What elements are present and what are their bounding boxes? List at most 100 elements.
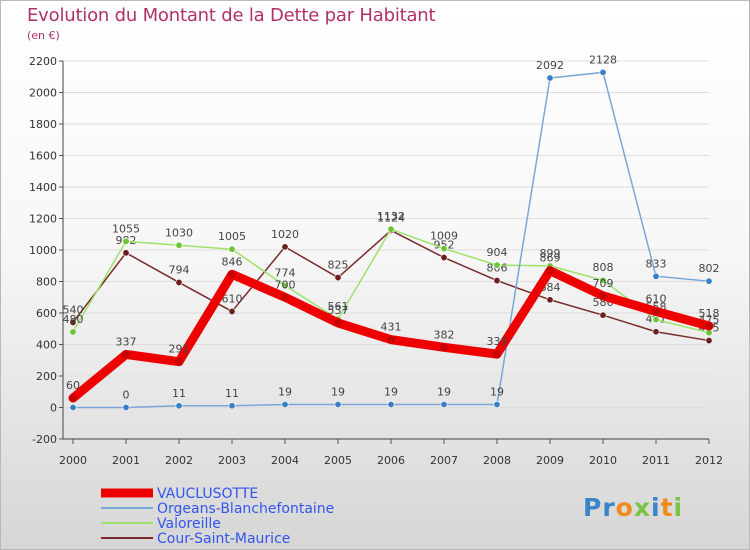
data-label: 610 bbox=[222, 292, 243, 305]
data-point bbox=[175, 278, 183, 286]
x-tick-label: 2012 bbox=[695, 454, 723, 467]
data-label: 540 bbox=[63, 303, 84, 316]
data-point bbox=[175, 357, 183, 366]
data-label: 19 bbox=[437, 386, 451, 399]
data-label: 431 bbox=[381, 321, 402, 334]
data-point bbox=[69, 403, 77, 411]
data-label: 952 bbox=[434, 239, 455, 252]
data-point bbox=[334, 274, 342, 282]
data-label: 1009 bbox=[430, 230, 458, 243]
data-label: 11 bbox=[225, 387, 239, 400]
data-point bbox=[493, 277, 501, 285]
y-tick-label: 600 bbox=[36, 307, 57, 320]
y-tick-label: 2200 bbox=[29, 55, 57, 68]
data-label: 709 bbox=[593, 277, 614, 290]
data-point bbox=[705, 277, 713, 285]
data-point bbox=[493, 261, 501, 269]
data-label: 2092 bbox=[536, 59, 564, 72]
data-point bbox=[705, 337, 713, 345]
data-label: 2128 bbox=[589, 53, 617, 66]
y-tick-label: 800 bbox=[36, 276, 57, 289]
logo-letter: t bbox=[660, 493, 674, 522]
data-point bbox=[281, 401, 289, 409]
data-point bbox=[440, 343, 448, 352]
logo-letter: r bbox=[602, 493, 616, 522]
chart-unit: (en €) bbox=[27, 29, 60, 42]
data-point bbox=[175, 402, 183, 410]
data-label: 0 bbox=[123, 389, 130, 402]
data-point bbox=[599, 68, 607, 76]
data-point bbox=[546, 296, 554, 304]
logo-letter: x bbox=[633, 493, 651, 522]
y-tick-label: 400 bbox=[36, 339, 57, 352]
data-point bbox=[228, 402, 236, 410]
data-label: 19 bbox=[490, 386, 504, 399]
data-label: 774 bbox=[275, 267, 296, 280]
data-point bbox=[334, 401, 342, 409]
data-point bbox=[69, 394, 77, 403]
logo-letter: i bbox=[651, 493, 661, 522]
y-tick-label: 1600 bbox=[29, 150, 57, 163]
data-label: 337 bbox=[116, 335, 137, 348]
data-point bbox=[122, 403, 130, 411]
data-point bbox=[334, 318, 342, 327]
data-label: 1030 bbox=[165, 226, 193, 239]
data-label: 291 bbox=[169, 343, 190, 356]
data-point bbox=[705, 321, 713, 330]
proxiti-logo: Proxiti bbox=[583, 493, 683, 522]
data-point bbox=[175, 241, 183, 249]
x-tick-label: 2001 bbox=[112, 454, 140, 467]
data-point bbox=[228, 245, 236, 253]
x-tick-label: 2009 bbox=[536, 454, 564, 467]
data-label: 700 bbox=[275, 278, 296, 291]
data-point bbox=[122, 237, 130, 245]
series-line bbox=[72, 228, 710, 334]
x-tick-label: 2000 bbox=[59, 454, 87, 467]
data-label: 518 bbox=[699, 307, 720, 320]
y-tick-label: 2000 bbox=[29, 87, 57, 100]
legend-label: Cour-Saint-Maurice bbox=[157, 531, 290, 547]
x-tick-label: 2005 bbox=[324, 454, 352, 467]
data-point bbox=[440, 401, 448, 409]
data-point bbox=[599, 311, 607, 319]
data-label: 19 bbox=[331, 386, 345, 399]
data-point bbox=[599, 276, 607, 284]
x-tick-label: 2006 bbox=[377, 454, 405, 467]
data-label: 904 bbox=[487, 246, 508, 259]
data-point bbox=[652, 307, 660, 316]
logo-letter: i bbox=[673, 493, 684, 522]
data-point bbox=[493, 350, 501, 359]
data-label: 561 bbox=[328, 300, 349, 313]
data-label: 825 bbox=[328, 259, 349, 272]
data-point bbox=[652, 328, 660, 336]
series-line bbox=[68, 266, 714, 403]
data-label: 1020 bbox=[271, 228, 299, 241]
data-point bbox=[652, 272, 660, 280]
y-tick-label: 1400 bbox=[29, 181, 57, 194]
data-label: 846 bbox=[222, 255, 243, 268]
data-label: 382 bbox=[434, 328, 455, 341]
x-tick-label: 2003 bbox=[218, 454, 246, 467]
data-label: 1005 bbox=[218, 230, 246, 243]
data-point bbox=[546, 74, 554, 82]
data-point bbox=[69, 318, 77, 326]
data-point bbox=[122, 350, 130, 359]
data-label: 1124 bbox=[377, 211, 405, 224]
legend-label: VAUCLUSOTTE bbox=[157, 486, 258, 502]
data-label: 869 bbox=[540, 252, 561, 265]
y-tick-label: 200 bbox=[36, 370, 57, 383]
data-label: 802 bbox=[699, 262, 720, 275]
data-label: 610 bbox=[646, 292, 667, 305]
data-label: 1132 bbox=[377, 210, 405, 223]
data-point bbox=[493, 401, 501, 409]
data-point bbox=[387, 225, 395, 233]
data-label: 899 bbox=[540, 247, 561, 260]
x-tick-label: 2011 bbox=[642, 454, 670, 467]
x-tick-label: 2002 bbox=[165, 454, 193, 467]
data-point bbox=[281, 293, 289, 302]
data-point bbox=[652, 316, 660, 324]
data-label: 19 bbox=[278, 386, 292, 399]
data-label: 808 bbox=[593, 261, 614, 274]
